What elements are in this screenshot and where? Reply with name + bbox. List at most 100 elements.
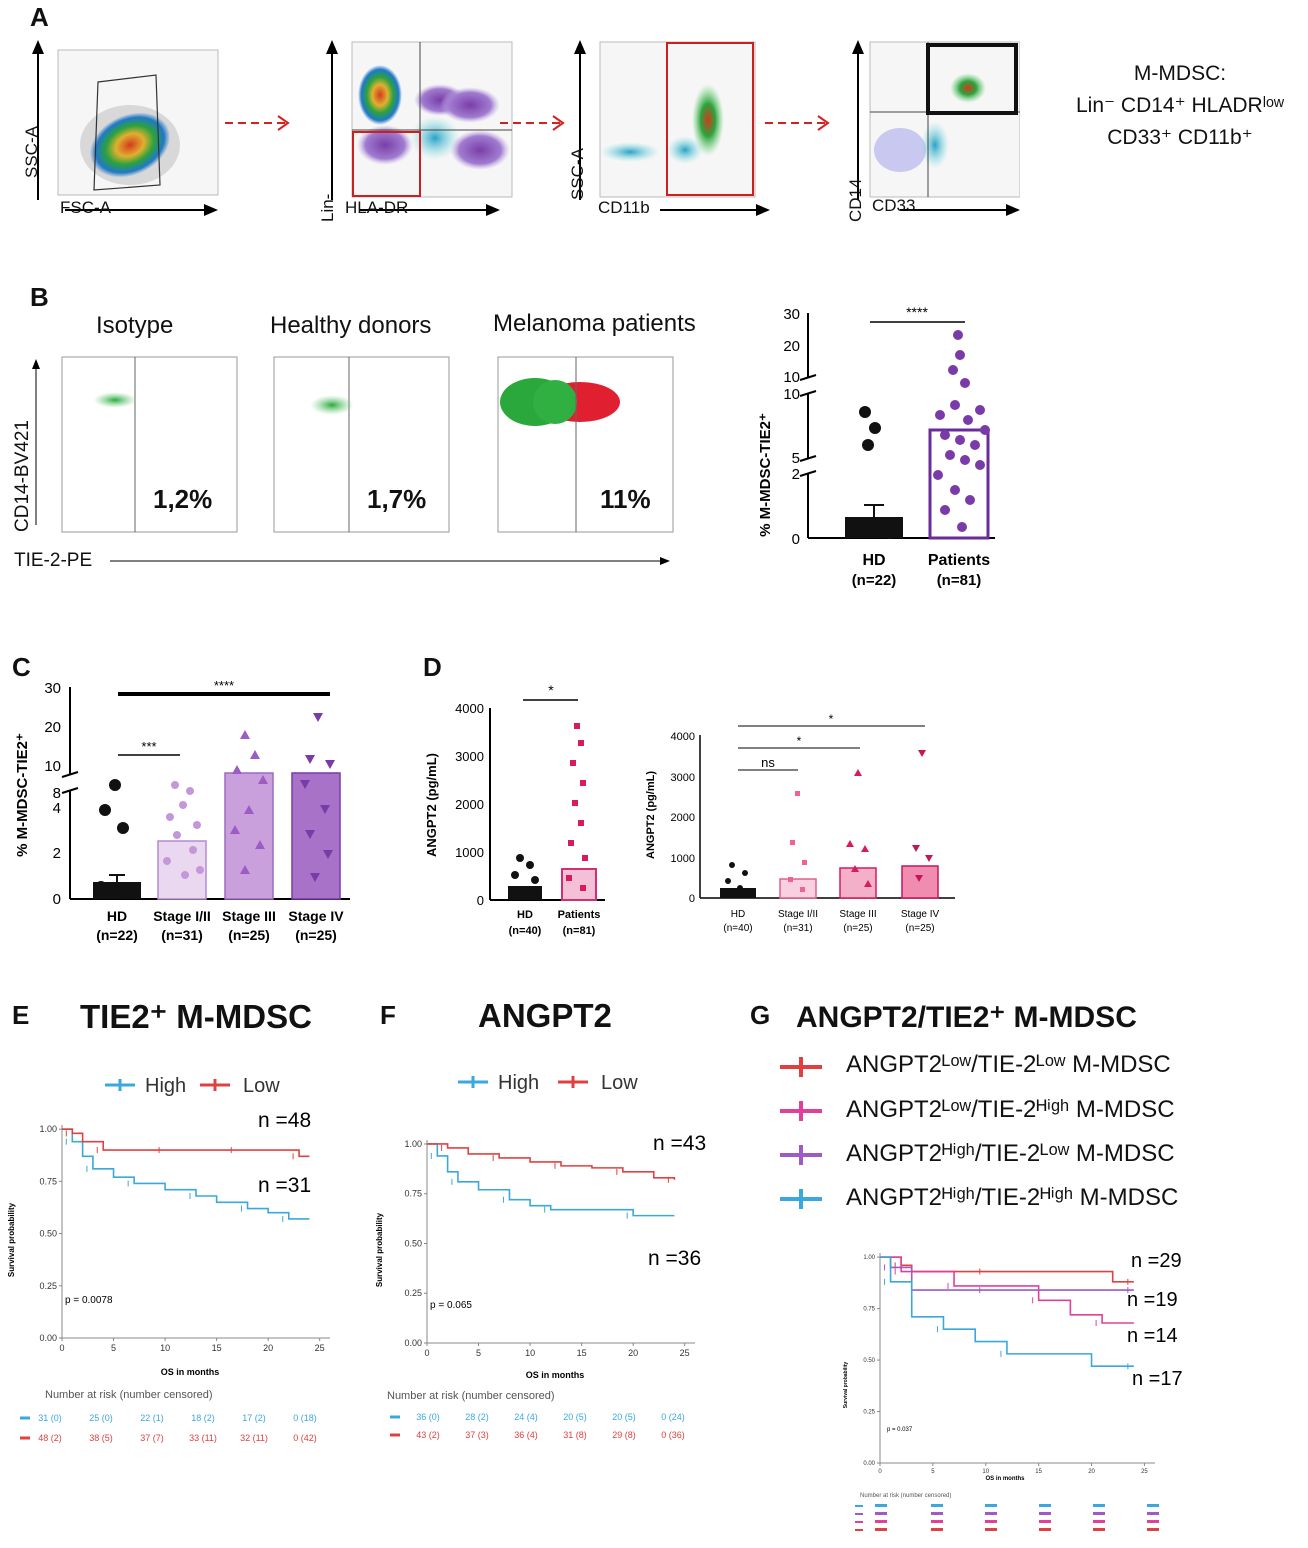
- mmdsc-def-line3: CD33⁺ CD11b⁺: [1107, 126, 1253, 149]
- panel-label-g: G: [750, 1000, 771, 1030]
- d-left-xcat-hd-n: (n=40): [509, 925, 542, 937]
- d-right-sig-2: *: [829, 712, 834, 726]
- y-tick-label: 0.75: [404, 1189, 422, 1199]
- g-km-chart: 0 5 10 15 20 25 0.00 0.25 0.50 0.75 1.00 n =29 n =…: [843, 1250, 1183, 1531]
- y-tick-label: 1.00: [39, 1124, 57, 1134]
- d-left-ytick-3000: 3000: [455, 749, 484, 764]
- d-left-sig: *: [548, 682, 554, 698]
- f-plot-area: 0 5 10 15 20 25 0.00 0.25 0.50 0.75 1.00: [404, 1139, 695, 1358]
- g-legend-item-1: ANGPT2ᴸᵒʷ/TIE-2ᴸᵒʷ M-MDSC: [780, 1045, 1280, 1089]
- x-tick-label: 15: [577, 1348, 587, 1358]
- mmdsc-def-line2: Lin⁻ CD14⁺ HLADRˡᵒʷ: [1075, 94, 1285, 117]
- b-xcat-patients: Patients: [928, 552, 990, 569]
- risk-high-cell: 17 (2): [242, 1413, 266, 1423]
- c-xcat-stage4-n: (n=25): [295, 927, 337, 943]
- x-tick-label: 5: [111, 1343, 116, 1353]
- x-tick-label: 20: [1088, 1469, 1095, 1475]
- panel-label-c: C: [12, 652, 31, 682]
- g-plot-area: 0 5 10 15 20 25 0.00 0.25 0.50 0.75 1.00: [863, 1253, 1155, 1475]
- c-sig-pair: ***: [141, 739, 156, 754]
- g-n-1: n =29: [1131, 1250, 1182, 1272]
- g-pvalue: p = 0.037: [887, 1427, 913, 1433]
- d-left-chart: 4000 3000 2000 1000 0 * HD (n=40) Patien…: [424, 682, 605, 937]
- f-n-high: n =43: [653, 1132, 706, 1155]
- a-plot2-xlabel: HLA-DR: [345, 198, 409, 217]
- e-legend-high: High: [145, 1075, 186, 1097]
- x-tick-label: 20: [628, 1348, 638, 1358]
- d-right-xcat-hd-n: (n=40): [723, 923, 752, 934]
- g-legend-label-4: ANGPT2ᴴⁱᵍʰ/TIE-2ᴴⁱᵍʰ M-MDSC: [846, 1184, 1179, 1211]
- panel-b-flow-plots: [32, 356, 674, 565]
- c-ylabel: % M-MDSC-TIE2⁺: [14, 733, 31, 857]
- x-tick-label: 5: [931, 1469, 935, 1475]
- f-ylabel: Survival probability: [375, 1212, 384, 1287]
- x-tick-label: 0: [424, 1348, 429, 1358]
- b-ylabel-cd14: CD14-BV421: [12, 420, 33, 532]
- c-xcat-stage3-n: (n=25): [228, 927, 270, 943]
- e-xlabel: OS in months: [161, 1367, 220, 1377]
- e-legend-low: Low: [243, 1075, 280, 1097]
- x-tick-label: 25: [1141, 1469, 1148, 1475]
- risk-high-cell: 0 (18): [293, 1413, 317, 1423]
- g-n-3: n =14: [1127, 1325, 1178, 1347]
- d-right-sig-1: *: [797, 734, 802, 748]
- b-xcat-hd-n: (n=22): [852, 572, 897, 589]
- panel-label-f: F: [380, 1000, 396, 1030]
- a-plot1-xlabel: FSC-A: [60, 198, 111, 217]
- g-legend-label-1: ANGPT2ᴸᵒʷ/TIE-2ᴸᵒʷ M-MDSC: [846, 1051, 1171, 1078]
- f-pvalue: p = 0.065: [430, 1300, 472, 1311]
- flow-plot-fsc-ssc: [32, 40, 219, 216]
- f-legend: High Low: [458, 1072, 638, 1094]
- d-left-ytick-2000: 2000: [455, 797, 484, 812]
- d-right-xcat-stage3-n: (n=25): [843, 923, 872, 934]
- c-xcat-stage12-n: (n=31): [161, 927, 203, 943]
- f-risk-title: Number at risk (number censored): [387, 1390, 555, 1402]
- b-ytick-30: 30: [783, 306, 800, 323]
- e-title: TIE2⁺ M-MDSC: [80, 998, 312, 1035]
- c-ytick-30: 30: [44, 680, 61, 697]
- risk-low-cell: 38 (5): [89, 1433, 113, 1443]
- b-xcat-hd: HD: [862, 552, 885, 569]
- g-legend-item-2: ANGPT2ᴸᵒʷ/TIE-2ᴴⁱᵍʰ M-MDSC: [780, 1089, 1280, 1133]
- c-bar-chart: 30 20 10 8 4 2 0 **** *** HD (n=22) Stag…: [14, 678, 350, 943]
- panel-label-b: B: [30, 282, 49, 312]
- panel-label-d: D: [423, 652, 442, 682]
- d-right-xcat-stage4: Stage IV: [901, 909, 940, 920]
- risk-high-cell: 20 (5): [563, 1412, 587, 1422]
- c-bar-stage3: [224, 772, 274, 900]
- x-tick-label: 10: [982, 1469, 989, 1475]
- d-right-ytick-2000: 2000: [671, 812, 695, 824]
- c-ytick-2: 2: [53, 845, 61, 862]
- b-ytick-5: 5: [792, 450, 800, 467]
- risk-low-cell: 0 (36): [661, 1430, 685, 1440]
- y-tick-label: 0.25: [404, 1288, 422, 1298]
- d-left-ytick-1000: 1000: [455, 845, 484, 860]
- d-right-ytick-3000: 3000: [671, 772, 695, 784]
- risk-low-cell: 29 (8): [612, 1430, 636, 1440]
- risk-high-cell: 31 (0): [38, 1413, 62, 1423]
- risk-low-cell: 37 (7): [140, 1433, 164, 1443]
- x-tick-label: 0: [878, 1469, 882, 1475]
- y-tick-label: 0.50: [404, 1238, 422, 1248]
- e-km-chart: High Low n =48 n =31 0 5 10 15 20 250.000.250…: [7, 1075, 330, 1443]
- d-right-xcat-hd: HD: [731, 909, 745, 920]
- d-left-ytick-4000: 4000: [455, 701, 484, 716]
- e-n-low: n =31: [258, 1174, 311, 1197]
- risk-high-cell: 24 (4): [514, 1412, 538, 1422]
- x-tick-label: 25: [315, 1343, 325, 1353]
- f-n-low: n =36: [648, 1247, 701, 1270]
- mmdsc-definition: M-MDSC: Lin⁻ CD14⁺ HLADRˡᵒʷ CD33⁺ CD11b⁺: [1060, 58, 1300, 154]
- d-left-ytick-0: 0: [477, 893, 484, 908]
- d-right-xcat-stage12-n: (n=31): [783, 923, 812, 934]
- risk-high-cell: 0 (24): [661, 1412, 685, 1422]
- flow-plot-hladr-lin: [326, 40, 513, 216]
- panel-a-flow-plots: [32, 40, 1020, 216]
- risk-high-cell: 22 (1): [140, 1413, 164, 1423]
- risk-high-cell: 28 (2): [465, 1412, 489, 1422]
- d-right-ylabel: ANGPT2 (pg/mL): [645, 771, 657, 859]
- x-tick-label: 10: [160, 1343, 170, 1353]
- panel-label-e: E: [12, 1000, 30, 1030]
- c-sig-top: ****: [214, 678, 234, 693]
- b-xlabel-tie2: TIE-2-PE: [14, 550, 93, 571]
- risk-low-cell: 0 (42): [293, 1433, 317, 1443]
